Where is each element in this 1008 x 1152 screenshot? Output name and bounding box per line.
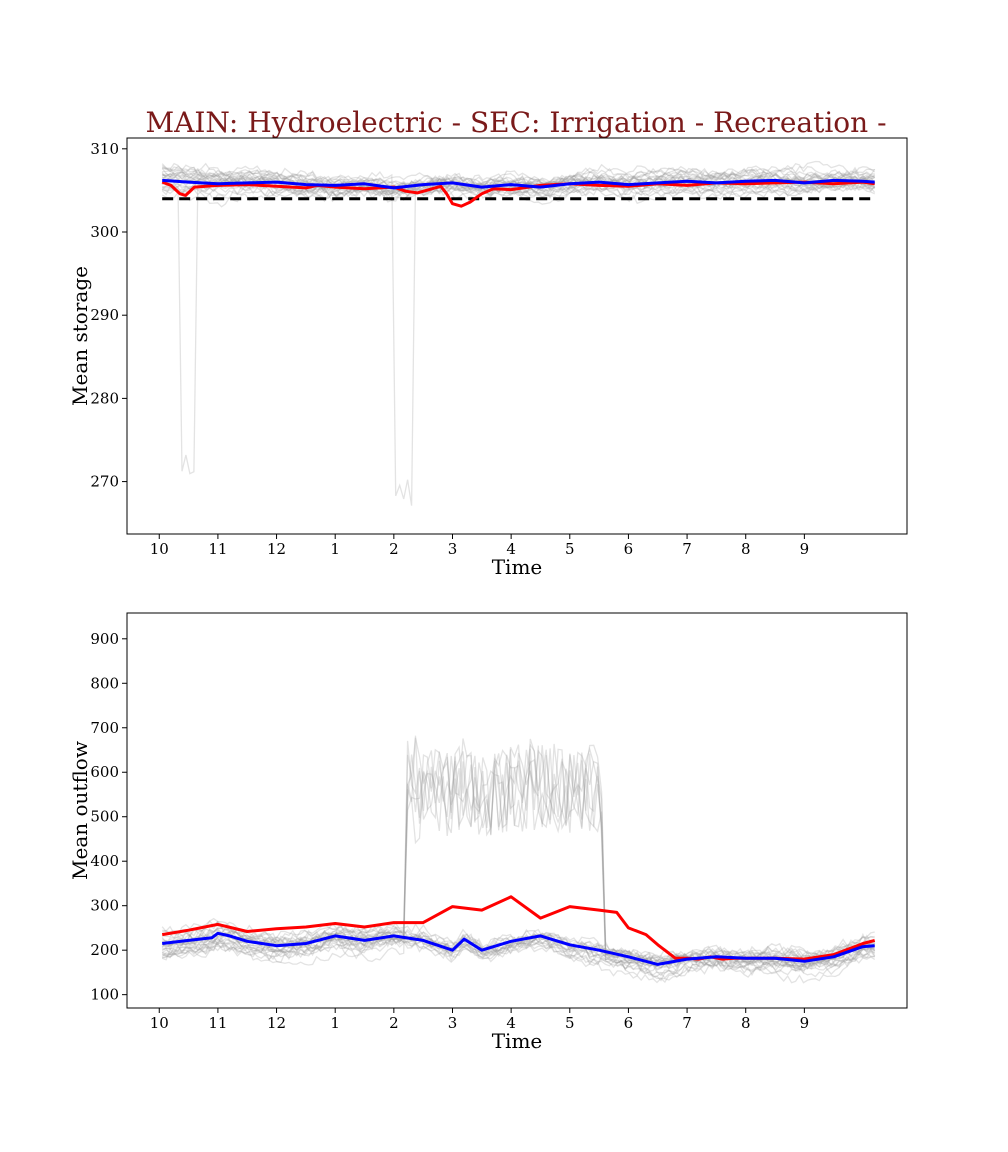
ensemble-line [161, 929, 876, 973]
ensemble-line [161, 176, 875, 199]
ensemble-line [161, 162, 876, 192]
storage-x-axis-label: Time [492, 555, 543, 579]
ensemble-line [161, 163, 875, 506]
ensemble-line [161, 925, 875, 965]
y-tick-label: 310 [90, 140, 119, 158]
outflow-plot-frame [126, 612, 908, 1009]
ensemble-line [161, 927, 876, 981]
x-tick-label: 9 [800, 1014, 810, 1032]
x-tick-label: 11 [208, 540, 227, 558]
y-tick-label: 500 [90, 808, 119, 826]
blue-series-line [162, 931, 875, 966]
x-tick-label: 6 [624, 1014, 634, 1032]
y-tick-label: 700 [90, 719, 119, 737]
x-tick-label: 4 [506, 540, 516, 558]
ensemble-line [162, 917, 876, 978]
x-tick-label: 8 [741, 1014, 751, 1032]
ensemble-line [161, 740, 875, 967]
x-tick-label: 3 [448, 1014, 458, 1032]
outflow-panel: 10 11 12 1 2 3 4 5 6 7 8 9 100200300400500600700800… [68, 612, 908, 1053]
outflow-x-axis: 10 11 12 1 2 3 4 5 6 7 8 9 [150, 1008, 809, 1032]
storage-x-axis: 10 11 12 1 2 3 4 5 6 7 8 9 [150, 534, 809, 558]
x-tick-label: 10 [150, 540, 169, 558]
storage-y-axis: 270 280 290 300 310 [90, 140, 127, 491]
outflow-y-axis-label: Mean outflow [68, 741, 92, 880]
x-tick-label: 2 [389, 540, 399, 558]
ensemble-line [162, 168, 876, 195]
x-tick-label: 7 [682, 540, 692, 558]
x-tick-label: 8 [741, 540, 751, 558]
ensemble-line [161, 937, 876, 979]
storage-plot-frame [126, 137, 908, 535]
y-tick-label: 800 [90, 674, 119, 692]
y-tick-label: 900 [90, 630, 119, 648]
x-tick-label: 12 [267, 1014, 286, 1032]
x-tick-label: 9 [800, 540, 810, 558]
x-tick-label: 1 [330, 540, 340, 558]
y-tick-label: 270 [90, 473, 119, 491]
ensemble-line [161, 743, 876, 984]
y-tick-label: 100 [90, 986, 119, 1004]
y-tick-label: 400 [90, 852, 119, 870]
x-tick-label: 4 [506, 1014, 516, 1032]
x-tick-label: 5 [565, 1014, 575, 1032]
outflow-x-axis-label: Time [492, 1029, 543, 1053]
y-tick-label: 300 [90, 223, 119, 241]
ensemble-line [162, 931, 876, 974]
outflow-y-axis: 100 200 300 400 500 600 700 800 900 [90, 630, 127, 1004]
ensemble-line [161, 735, 876, 966]
x-tick-label: 11 [208, 1014, 227, 1032]
ensemble-line [161, 164, 876, 198]
x-tick-label: 1 [330, 1014, 340, 1032]
x-tick-label: 2 [389, 1014, 399, 1032]
storage-series [161, 178, 875, 208]
ensemble-line [162, 162, 875, 475]
x-tick-label: 5 [565, 540, 575, 558]
storage-y-axis-label: Mean storage [68, 266, 92, 406]
ensemble-line [161, 926, 876, 972]
ensemble-line [161, 743, 875, 971]
ensemble-line [161, 921, 875, 973]
x-tick-label: 6 [624, 540, 634, 558]
ensemble-line [161, 928, 875, 969]
blue-series-line [162, 178, 875, 190]
x-tick-label: 12 [267, 540, 286, 558]
outflow-series [161, 895, 876, 966]
ensemble-line [161, 170, 875, 201]
x-tick-label: 10 [150, 1014, 169, 1032]
storage-ensemble-lines [161, 160, 876, 506]
x-tick-label: 3 [448, 540, 458, 558]
y-tick-label: 200 [90, 941, 119, 959]
y-tick-label: 300 [90, 897, 119, 915]
ensemble-line [162, 173, 875, 205]
y-tick-label: 280 [90, 389, 119, 407]
y-tick-label: 290 [90, 306, 119, 324]
ensemble-line [161, 167, 875, 194]
ensemble-line [161, 748, 875, 966]
ensemble-line [161, 932, 876, 972]
ensemble-line [161, 160, 875, 208]
x-tick-label: 7 [682, 1014, 692, 1032]
figure-title: MAIN: Hydroelectric - SEC: Irrigation - … [145, 106, 886, 139]
ensemble-line [161, 738, 876, 972]
y-tick-label: 600 [90, 763, 119, 781]
ensemble-line [161, 166, 876, 198]
